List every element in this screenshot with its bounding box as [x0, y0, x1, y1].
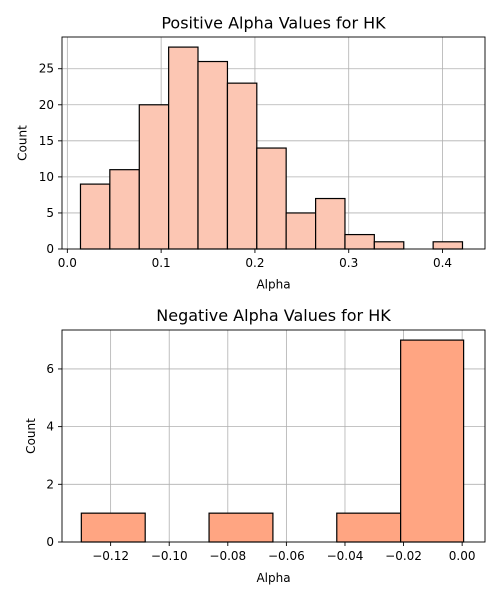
y-tick-label: 15 [39, 134, 54, 148]
x-tick-label: −0.12 [92, 549, 129, 563]
histogram-bar [197, 60, 229, 250]
y-axis-label: Count [16, 125, 30, 161]
histogram-bar [315, 197, 346, 250]
x-tick-label: 0.3 [339, 256, 358, 270]
x-tick-label: −0.02 [385, 549, 422, 563]
histogram-bar [109, 169, 140, 250]
y-tick-label: 20 [39, 98, 54, 112]
histogram-bars [79, 46, 464, 250]
histogram-bar [226, 82, 258, 250]
histogram-bar [208, 512, 274, 543]
positive-alpha-histogram: Positive Alpha Values for HK Alpha Count… [16, 14, 486, 292]
x-tick-label: 0.4 [433, 256, 452, 270]
x-axis-label: Alpha [256, 571, 290, 585]
chart-title: Positive Alpha Values for HK [161, 14, 386, 33]
histogram-bar [138, 104, 170, 250]
x-tick-label: −0.08 [209, 549, 246, 563]
x-tick-label: −0.10 [151, 549, 188, 563]
x-axis-label: Alpha [256, 278, 290, 292]
histogram-bar [336, 512, 402, 543]
y-tick-label: 25 [39, 62, 54, 76]
histogram-bar [285, 212, 317, 250]
y-axis-label: Count [24, 418, 38, 454]
plot-frame [61, 36, 486, 250]
y-tick-label: 0 [46, 535, 54, 549]
y-tick-label: 5 [46, 206, 54, 220]
x-tick-label: 0.00 [449, 549, 476, 563]
y-ticks: 0 5 10 15 20 25 [39, 62, 62, 256]
x-tick-label: −0.04 [327, 549, 364, 563]
x-ticks: −0.12 −0.10 −0.08 −0.06 −0.04 −0.02 0.00 [92, 542, 476, 563]
histogram-bar [168, 46, 199, 250]
y-tick-label: 0 [46, 242, 54, 256]
chart-title: Negative Alpha Values for HK [156, 306, 391, 325]
histogram-bars [80, 339, 465, 543]
x-ticks: 0.0 0.1 0.2 0.3 0.4 [58, 249, 452, 270]
histogram-bar [80, 512, 146, 543]
x-tick-label: 0.0 [58, 256, 77, 270]
y-tick-label: 6 [46, 362, 54, 376]
y-tick-label: 2 [46, 477, 54, 491]
histogram-bar [432, 241, 464, 250]
y-tick-label: 10 [39, 170, 54, 184]
negative-alpha-histogram: Negative Alpha Values for HK Alpha Count… [24, 306, 486, 585]
x-tick-label: 0.1 [152, 256, 171, 270]
histogram-bar [344, 233, 375, 250]
histogram-bar [373, 241, 405, 250]
plot-frame [61, 329, 486, 543]
y-tick-label: 4 [46, 420, 54, 434]
x-tick-label: 0.2 [245, 256, 264, 270]
y-ticks: 0 2 4 6 [46, 362, 62, 549]
histogram-bar [256, 147, 287, 250]
x-tick-label: −0.06 [268, 549, 305, 563]
histogram-bar [400, 339, 465, 543]
histogram-bar [79, 183, 111, 250]
